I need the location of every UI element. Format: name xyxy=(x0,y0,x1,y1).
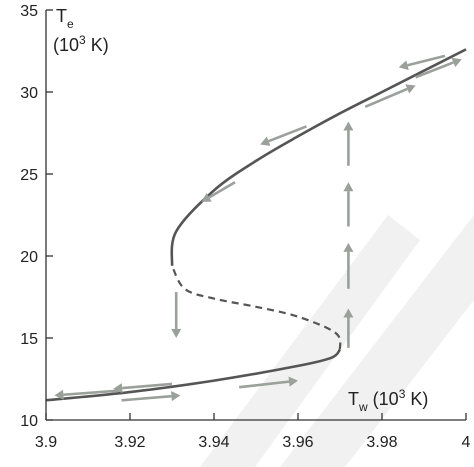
x-axis-title: Tw (103 K) xyxy=(348,387,428,414)
y-axis-unit: (103 K) xyxy=(53,33,109,55)
x-tick-label: 3.96 xyxy=(282,434,313,451)
x-ticks: 3.9 3.92 3.94 3.96 3.98 4 xyxy=(35,413,471,451)
direction-arrow xyxy=(343,121,354,166)
direction-arrow xyxy=(201,181,236,202)
direction-arrow xyxy=(54,389,122,400)
y-axis-title: Te xyxy=(56,6,74,31)
direction-arrow xyxy=(113,382,173,394)
direction-arrow xyxy=(343,182,354,227)
direction-arrow xyxy=(343,308,354,348)
direction-arrow xyxy=(239,376,298,389)
x-axis-symbol: T xyxy=(348,389,359,409)
direction-arrow xyxy=(415,57,462,79)
y-axis-symbol: T xyxy=(56,6,67,26)
plot-lines xyxy=(45,48,467,402)
y-tick-label: 35 xyxy=(20,3,38,20)
direction-arrows xyxy=(54,54,462,402)
direction-arrow xyxy=(121,391,181,402)
y-ticks: 10 15 20 25 30 35 xyxy=(20,3,53,430)
y-axis-subscript: e xyxy=(67,17,74,31)
series-line-2-dashed xyxy=(171,265,342,350)
direction-arrow xyxy=(343,242,354,289)
direction-arrow xyxy=(364,84,416,108)
y-tick-label: 30 xyxy=(20,85,38,102)
watermark xyxy=(200,215,474,467)
x-tick-label: 4 xyxy=(462,434,471,451)
direction-arrow xyxy=(260,125,307,146)
x-tick-label: 3.98 xyxy=(366,434,397,451)
x-tick-label: 3.9 xyxy=(35,434,57,451)
direction-arrow xyxy=(171,292,182,338)
y-tick-label: 15 xyxy=(20,331,38,348)
x-tick-label: 3.92 xyxy=(114,434,145,451)
series-line-3-solid xyxy=(170,48,467,266)
x-axis-subscript: w xyxy=(358,400,368,414)
y-tick-label: 25 xyxy=(20,167,38,184)
y-tick-label: 20 xyxy=(20,249,38,266)
x-tick-label: 3.94 xyxy=(198,434,229,451)
direction-arrow xyxy=(398,54,446,71)
series-line-1-solid xyxy=(45,348,342,402)
axes xyxy=(45,10,466,421)
y-tick-label: 10 xyxy=(20,413,38,430)
